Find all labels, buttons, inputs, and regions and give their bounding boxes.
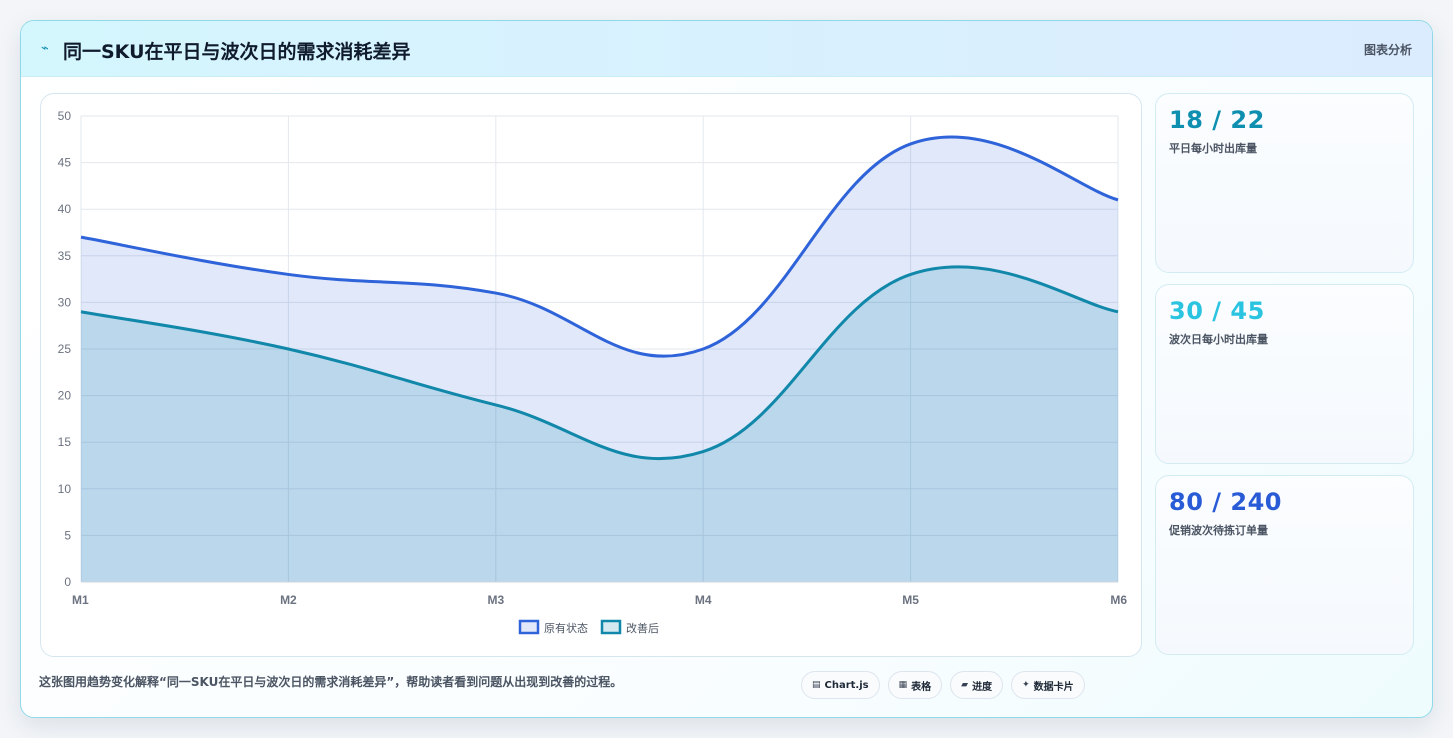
y-tick-label: 45 (58, 156, 72, 170)
x-tick-label: M1 (72, 593, 89, 607)
chip-label: Chart.js (824, 679, 869, 691)
area-chart: 0 5 10 15 20 25 30 35 40 45 50 M1 M2 M3 M4 M5 M6 原有状态 改善后 (58, 109, 1128, 635)
chip-progress[interactable]: ▰ 进度 (950, 671, 1004, 699)
stat-label: 波次日每小时出库量 (1169, 333, 1268, 346)
chip-data-card[interactable]: ✦ 数据卡片 (1011, 671, 1085, 699)
feature-chips: ▤ Chart.js ▦ 表格 ▰ 进度 ✦ 数据卡片 (801, 671, 1085, 699)
trend-icon: ⌁ (41, 41, 49, 56)
chip-chartjs[interactable]: ▤ Chart.js (801, 671, 880, 699)
card-icon: ✦ (1022, 680, 1030, 690)
page-title: 同一SKU在平日与波次日的需求消耗差异 (63, 41, 411, 63)
stat-card-wave-day: 30 / 45 波次日每小时出库量 (1155, 284, 1414, 464)
series-line-2 (80, 265, 1119, 461)
y-tick-label: 25 (58, 342, 72, 356)
card-header: ⌁ 同一SKU在平日与波次日的需求消耗差异 图表分析 (21, 21, 1432, 77)
legend-label: 原有状态 (544, 621, 588, 635)
stat-card-promo: 80 / 240 促销波次待拣订单量 (1155, 475, 1414, 655)
legend-swatch (518, 619, 540, 635)
stat-value: 80 / 240 (1169, 488, 1282, 516)
series-area-2 (81, 266, 1118, 582)
chip-label: 数据卡片 (1033, 681, 1074, 693)
y-tick-label: 50 (58, 109, 72, 123)
y-tick-label: 15 (58, 435, 72, 449)
legend-swatch (600, 619, 622, 635)
legend-label: 改善后 (626, 621, 659, 635)
stat-card-weekday: 18 / 22 平日每小时出库量 (1155, 93, 1414, 273)
analysis-tag: 图表分析 (1363, 43, 1412, 57)
stat-label: 促销波次待拣订单量 (1169, 524, 1268, 537)
y-tick-label: 35 (58, 249, 72, 263)
chart-card: ⌁ 同一SKU在平日与波次日的需求消耗差异 图表分析 0 5 10 15 20 25 30 3… (20, 20, 1433, 718)
stat-label: 平日每小时出库量 (1169, 142, 1257, 155)
x-tick-label: M5 (902, 593, 919, 607)
y-tick-label: 40 (58, 202, 72, 216)
y-tick-label: 30 (58, 295, 72, 309)
series-area-1 (81, 136, 1118, 582)
chart-panel: 0 5 10 15 20 25 30 35 40 45 50 M1 M2 M3 M4 M5 M6 原有状态 改善后 (40, 93, 1142, 657)
x-tick-label: M6 (1110, 593, 1127, 607)
series-line-1 (80, 135, 1119, 358)
chip-label: 表格 (911, 681, 932, 693)
stat-value: 30 / 45 (1169, 297, 1265, 325)
y-tick-label: 5 (64, 528, 71, 542)
chart-icon: ▤ (812, 680, 821, 690)
table-icon: ▦ (898, 680, 908, 690)
stat-value: 18 / 22 (1169, 106, 1265, 134)
chart-description: 这张图用趋势变化解释“同一SKU在平日与波次日的需求消耗差异”，帮助读者看到问题… (39, 675, 623, 689)
x-tick-label: M4 (695, 593, 712, 607)
x-tick-label: M2 (280, 593, 297, 607)
y-tick-label: 10 (58, 482, 72, 496)
progress-icon: ▰ (961, 680, 969, 690)
y-tick-label: 20 (58, 389, 72, 403)
x-tick-label: M3 (487, 593, 504, 607)
chip-label: 进度 (972, 681, 993, 693)
y-tick-label: 0 (64, 575, 71, 589)
chip-table[interactable]: ▦ 表格 (887, 671, 943, 699)
